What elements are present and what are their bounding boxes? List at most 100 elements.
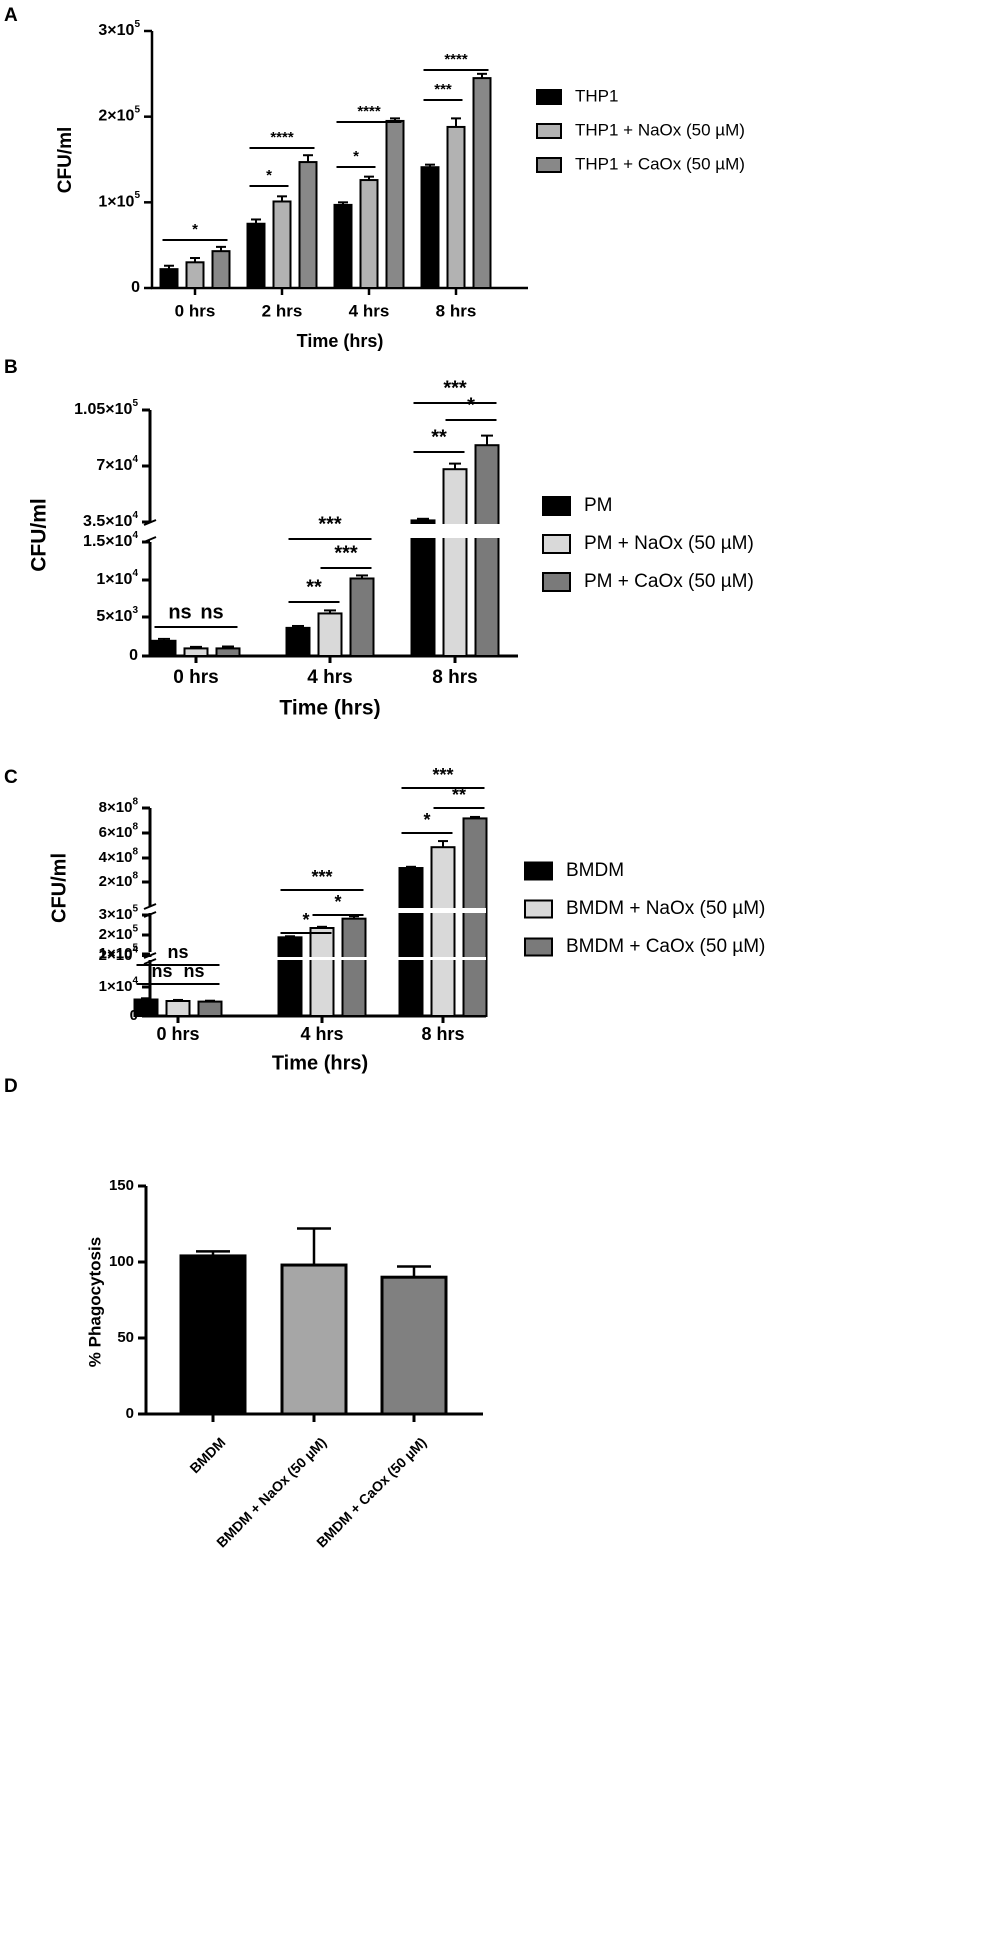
significance-label: ns — [167, 942, 188, 962]
significance-label: ns — [151, 961, 172, 981]
significance-label: * — [266, 167, 272, 184]
x-tick-label: 4 hrs — [349, 301, 390, 320]
x-tick-label: 8 hrs — [436, 301, 477, 320]
significance-label: *** — [443, 377, 467, 399]
y-tick-label: 4×108 — [99, 846, 139, 866]
bar-b — [349, 577, 375, 657]
bar-b — [442, 468, 468, 658]
legend-swatch — [536, 123, 562, 139]
bar-a — [298, 161, 318, 290]
axis-break-mark — [143, 903, 157, 910]
bar-a — [246, 222, 266, 289]
bar-c — [309, 927, 335, 1017]
legend-label: PM — [584, 495, 613, 516]
y-axis-title: CFU/ml — [48, 853, 70, 923]
significance-label: ns — [200, 601, 223, 623]
significance-label: * — [192, 221, 198, 238]
x-axis-title: Time (hrs) — [279, 697, 380, 720]
y-tick-label: 7×104 — [96, 453, 138, 474]
y-tick-label: 1×104 — [96, 567, 138, 588]
bar-a — [472, 77, 492, 289]
bar-b — [151, 639, 177, 657]
legend-swatch — [524, 899, 553, 919]
y-tick-label: 5×103 — [96, 604, 138, 625]
x-tick-label: 8 hrs — [421, 1024, 464, 1044]
bar-a — [185, 261, 205, 289]
significance-label: *** — [311, 867, 332, 887]
bar-b — [183, 647, 209, 658]
panel-label-d: D — [4, 1076, 18, 1097]
legend-swatch — [542, 496, 571, 516]
axis-break-mark — [143, 958, 157, 965]
x-axis-title: Time (hrs) — [297, 331, 384, 351]
significance-label: * — [423, 810, 430, 830]
significance-label: ** — [306, 576, 322, 598]
y-tick-label: 2×108 — [99, 870, 139, 890]
significance-label: * — [334, 892, 341, 912]
bar-c — [197, 1000, 223, 1017]
y-tick-label: 1.5×104 — [83, 529, 138, 550]
axis-break-mark — [143, 536, 157, 543]
x-tick-label: 0 hrs — [156, 1024, 199, 1044]
axis-break — [140, 524, 518, 538]
significance-label: *** — [432, 765, 453, 785]
legend-swatch — [536, 89, 562, 105]
x-tick-label: BMDM — [186, 1434, 228, 1476]
bar-a — [272, 200, 292, 289]
legend-swatch — [536, 157, 562, 173]
bar-b — [410, 519, 436, 658]
y-axis-title: CFU/ml — [28, 498, 51, 572]
significance-label: * — [302, 910, 309, 930]
bar-d — [179, 1254, 247, 1416]
x-tick-label: BMDM + CaOx (50 µM) — [313, 1434, 429, 1550]
y-tick-label: 1×105 — [98, 190, 140, 211]
axis-break-mark — [143, 952, 157, 959]
x-tick-label: 4 hrs — [307, 667, 352, 688]
legend-label: THP1 + NaOx (50 µM) — [575, 120, 745, 139]
bar-c — [462, 817, 488, 1017]
legend-label: PM + NaOx (50 µM) — [584, 533, 754, 554]
bar-a — [385, 119, 405, 289]
legend-swatch — [542, 572, 571, 592]
y-tick-label: 3.5×104 — [83, 509, 138, 530]
bar-a — [446, 125, 466, 289]
legend-swatch — [524, 937, 553, 957]
legend-label: BMDM + NaOx (50 µM) — [566, 898, 765, 919]
x-tick-label: BMDM + NaOx (50 µM) — [213, 1434, 329, 1550]
y-tick-label: 50 — [117, 1329, 134, 1346]
significance-label: *** — [334, 542, 358, 564]
bar-a — [420, 166, 440, 290]
y-tick-label: 2×105 — [99, 923, 139, 943]
bar-a — [159, 268, 179, 289]
significance-label: *** — [318, 513, 342, 535]
y-tick-label: 0 — [131, 279, 140, 296]
bar-a — [211, 250, 231, 289]
y-tick-label: 2×105 — [98, 104, 140, 125]
legend-label: PM + CaOx (50 µM) — [584, 571, 754, 592]
y-axis-title: % Phagocytosis — [85, 1237, 104, 1367]
x-tick-label: 4 hrs — [300, 1024, 343, 1044]
bar-c — [341, 917, 367, 1018]
legend-label: THP1 + CaOx (50 µM) — [575, 154, 745, 173]
y-tick-label: 3×105 — [99, 903, 139, 923]
bar-a — [359, 179, 379, 289]
bar-b — [317, 612, 343, 658]
significance-label: ** — [431, 426, 447, 448]
significance-label: ns — [168, 601, 191, 623]
x-tick-label: 2 hrs — [262, 301, 303, 320]
bar-d — [380, 1275, 448, 1416]
y-tick-label: 0 — [126, 1405, 134, 1422]
bar-c — [277, 936, 303, 1017]
y-tick-label: 2×104 — [99, 944, 139, 964]
significance-label: **** — [357, 103, 381, 120]
y-tick-label: 150 — [109, 1177, 134, 1194]
panel-label-b: B — [4, 357, 18, 378]
y-tick-label: 1×104 — [99, 975, 139, 995]
y-tick-label: 0 — [129, 647, 138, 664]
significance-label: ** — [452, 785, 466, 805]
panel-label-c: C — [4, 767, 18, 788]
axis-break-mark — [143, 911, 157, 918]
y-tick-label: 1×105 — [99, 942, 139, 962]
y-tick-label: 8×108 — [99, 796, 139, 816]
bar-a — [333, 203, 353, 289]
